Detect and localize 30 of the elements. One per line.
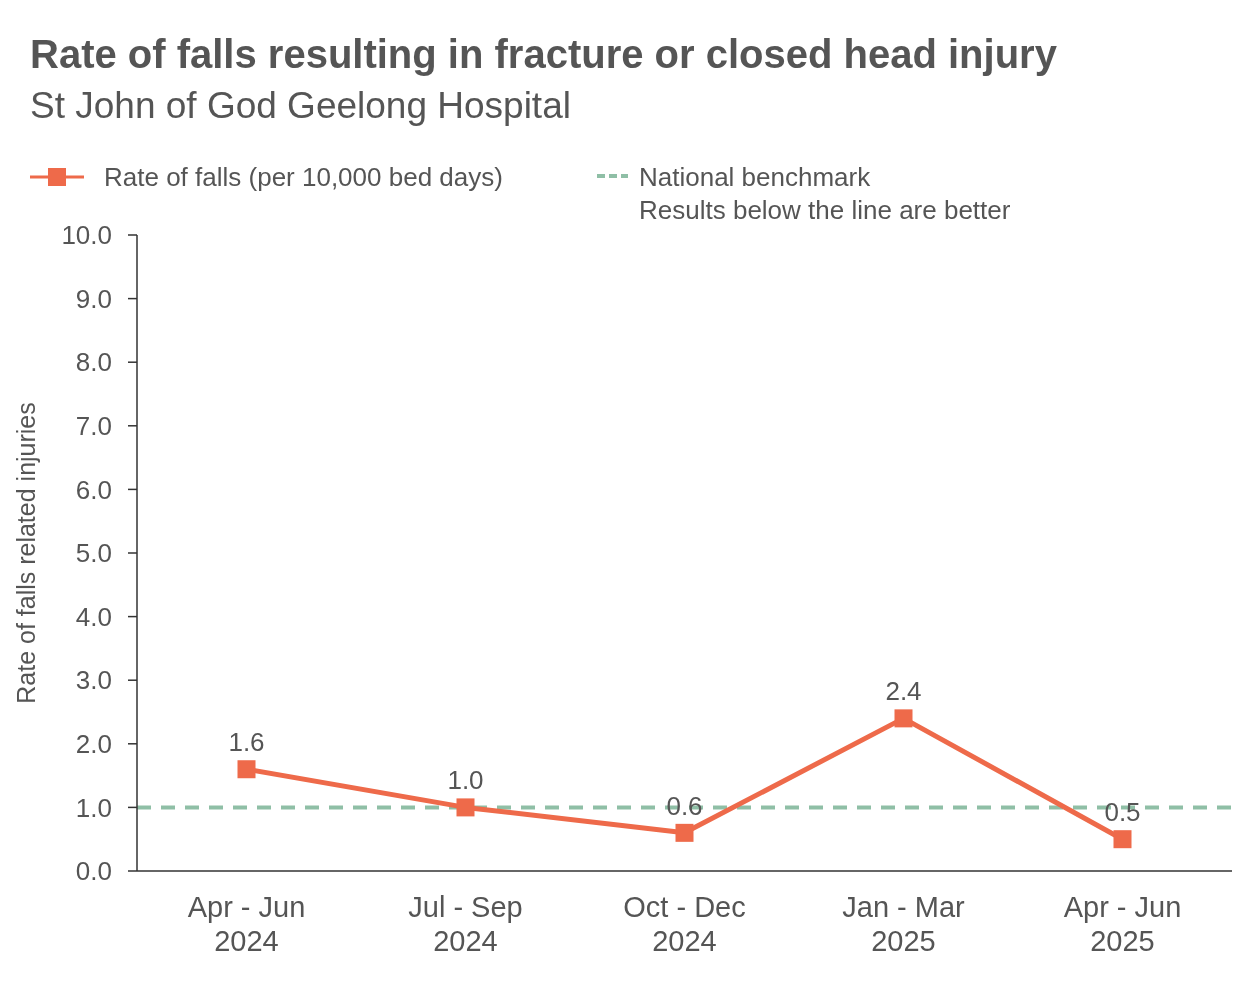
y-tick-label: 0.0 [75,856,112,887]
x-tick-label: Apr - Jun 2024 [187,891,306,957]
y-tick-label: 4.0 [75,601,112,632]
y-tick-label: 3.0 [75,665,112,696]
point [237,760,256,779]
data-label: 2.4 [885,676,922,707]
x-tick-label: Oct - Dec 2024 [623,891,746,957]
point [675,823,694,842]
legend-label: Rate of falls (per 10,000 bed days) [104,162,503,193]
chart-subtitle: St John of God Geelong Hospital [30,85,571,126]
point [894,709,913,728]
x-tick-label: Jul - Sep 2024 [408,891,523,957]
y-tick-label: 1.0 [75,792,112,823]
legend-label: National benchmark Results below the line are better [639,162,1011,226]
y-axis-title: Rate of falls related injuries [12,402,40,704]
point [456,798,475,817]
y-tick-label: 8.0 [75,347,112,378]
chart-title: Rate of falls resulting in fracture or closed head injury [30,32,1058,76]
x-tick-label: Jan - Mar 2025 [842,891,966,957]
point [1113,830,1132,849]
x-tick-label: Apr - Jun 2025 [1063,891,1182,957]
y-tick-label: 2.0 [75,728,112,759]
data-label: 0.5 [1104,797,1141,828]
data-label: 1.0 [447,765,484,796]
data-label: 1.6 [228,727,265,758]
y-tick-label: 10.0 [61,220,112,251]
y-tick-label: 9.0 [75,283,112,314]
y-tick-label: 5.0 [75,538,112,569]
y-tick-label: 7.0 [75,410,112,441]
y-tick-label: 6.0 [75,474,112,505]
